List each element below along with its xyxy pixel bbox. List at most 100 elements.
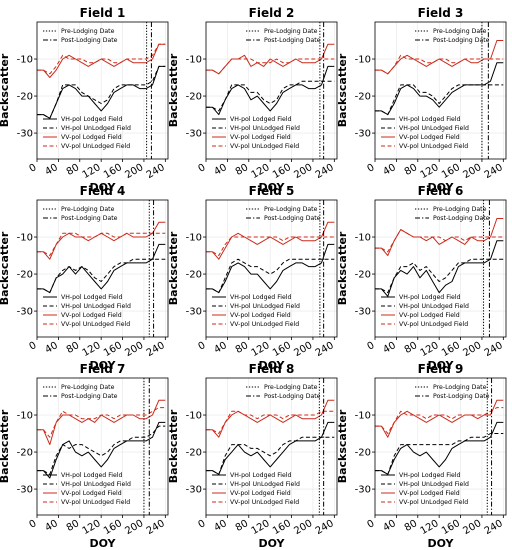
x-axis-label: DOY [89,359,116,372]
subplot-field-5: Field 5 0 40 80 120 160 200 240 -10 -20 -30 DOY Back… [167,184,338,372]
x-tick-label: 0 [365,518,376,531]
subplot-title: Field 8 [249,362,295,376]
legend-label: VV-pol Lodged Field [61,134,122,141]
series-line [375,218,504,256]
x-tick-label: 0 [196,518,207,531]
x-axis-label: DOY [258,359,285,372]
legend-label: VV-pol UnLodged Field [61,321,130,328]
x-tick-label: 200 [292,340,314,359]
x-tick-label: 240 [145,518,167,537]
x-tick-label: 120 [81,518,103,537]
x-axis-label: DOY [89,181,116,194]
legend-label: Pre-Lodging Date [264,206,318,213]
subplot-field-9: Field 9 0 40 80 120 160 200 240 -10 -20 -30 DOY Back… [336,362,507,550]
x-tick-label: 40 [43,162,60,178]
axes-frame [36,21,169,160]
y-axis-label: Backscatter [0,409,11,483]
x-tick-label: 0 [27,340,38,353]
series-line [375,84,504,116]
legend-label: Post-Lodging Date [433,215,490,222]
series-line [37,258,166,294]
x-tick-label: 160 [440,162,462,181]
subplot-title: Field 3 [418,6,464,20]
legend-label: VH-pol Lodged Field [399,472,461,479]
series-line [206,410,335,434]
legend-label: VH-pol Lodged Field [399,294,461,301]
legend-label: Post-Lodging Date [61,215,118,222]
x-tick-label: 160 [102,340,124,359]
legend-label: Post-Lodging Date [264,393,321,400]
x-axis-label: DOY [258,181,285,194]
x-tick-label: 0 [196,162,207,175]
axes-frame [374,199,507,338]
x-tick-label: 0 [365,340,376,353]
y-tick-label: -10 [17,55,33,66]
legend-label: VV-pol UnLodged Field [399,321,468,328]
y-tick-label: -30 [355,307,371,318]
x-tick-label: 120 [250,518,272,537]
legend-label: Post-Lodging Date [264,37,321,44]
x-tick-label: 120 [419,518,441,537]
subplot-title: Field 2 [249,6,295,20]
x-tick-label: 40 [43,340,60,356]
y-tick-label: -10 [186,411,202,422]
legend-label: VV-pol UnLodged Field [399,499,468,506]
legend-label: Pre-Lodging Date [433,384,487,391]
legend-label: Pre-Lodging Date [61,206,115,213]
x-tick-label: 120 [81,340,103,359]
legend-label: VH-pol UnLodged Field [230,125,300,132]
subplot-field-1: Field 1 0 40 80 120 160 200 240 -10 -20 -30 DOY Back… [0,6,169,194]
x-axis-label: DOY [427,537,454,550]
legend-label: Pre-Lodging Date [433,28,487,35]
legend-label: VV-pol Lodged Field [230,490,291,497]
x-tick-label: 40 [381,162,398,178]
series-line [206,65,335,116]
y-tick-label: -30 [355,129,371,140]
series-line [206,258,335,294]
x-tick-label: 200 [461,340,483,359]
x-tick-label: 160 [102,518,124,537]
x-axis-label: DOY [89,537,116,550]
legend-label: VV-pol UnLodged Field [61,499,130,506]
axes-frame [374,21,507,160]
series-line [206,236,335,256]
subplot-title: Field 5 [249,184,295,198]
x-tick-label: 240 [483,162,505,181]
y-tick-label: -30 [17,307,33,318]
x-tick-label: 40 [212,340,229,356]
legend-label: VH-pol Lodged Field [61,116,123,123]
y-tick-label: -20 [355,92,371,103]
x-axis-label: DOY [427,181,454,194]
series-line [375,229,504,253]
subplot-field-4: Field 4 0 40 80 120 160 200 240 -10 -20 -30 DOY Back… [0,184,169,372]
legend-label: VV-pol Lodged Field [399,134,460,141]
series-line [375,258,504,294]
x-tick-label: 0 [27,518,38,531]
y-tick-label: -30 [186,129,202,140]
legend-label: Pre-Lodging Date [61,28,115,35]
y-tick-label: -20 [186,270,202,281]
series-line [206,436,335,475]
axes-frame [36,377,169,516]
x-tick-label: 120 [81,162,103,181]
y-tick-label: -30 [17,485,33,496]
legend-label: VV-pol Lodged Field [399,312,460,319]
legend-label: VV-pol Lodged Field [61,490,122,497]
y-tick-label: -10 [186,55,202,66]
legend-label: VH-pol UnLodged Field [230,303,300,310]
legend-label: Post-Lodging Date [61,37,118,44]
legend-label: Post-Lodging Date [433,393,490,400]
legend-label: VH-pol Lodged Field [230,294,292,301]
subplot-title: Field 9 [418,362,464,376]
x-tick-label: 120 [419,162,441,181]
x-tick-label: 80 [65,340,82,356]
legend-label: Pre-Lodging Date [433,206,487,213]
legend-label: VH-pol Lodged Field [399,116,461,123]
x-tick-label: 40 [381,518,398,534]
x-tick-label: 120 [250,340,272,359]
y-tick-label: -20 [355,270,371,281]
x-tick-label: 240 [314,162,336,181]
series-line [206,58,335,75]
y-tick-label: -20 [355,448,371,459]
